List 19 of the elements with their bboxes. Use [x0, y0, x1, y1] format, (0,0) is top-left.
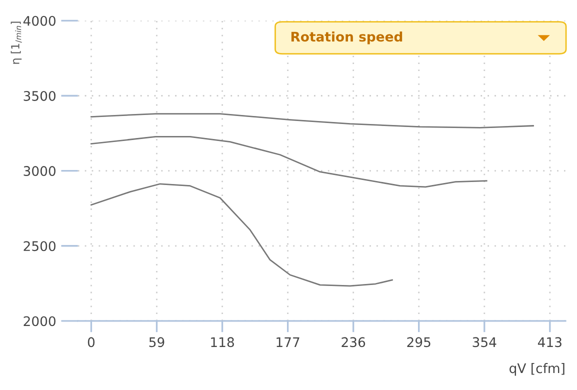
x-tick-label: 295: [407, 337, 430, 348]
y-axis-title: η [1$_{/min}$]: [10, 22, 22, 64]
x-tick-label: 59: [149, 337, 164, 348]
annotation: Rotation speed: [291, 31, 402, 44]
y-tick-label: 3000: [24, 166, 56, 176]
x-tick-label: 236: [342, 337, 366, 348]
x-axis-title: qV [cfm]: [510, 363, 564, 376]
line-series: [90, 113, 534, 128]
x-tick-label: 177: [276, 337, 300, 347]
y-tick-label: 4000: [23, 16, 56, 26]
y-tick-label: 2500: [24, 241, 56, 252]
y-tick-label: 2000: [24, 316, 56, 326]
x-tick-label: 354: [472, 337, 496, 348]
line-series: [90, 136, 488, 188]
x-tick-label: 413: [538, 337, 562, 348]
x-tick-label: 0: [88, 337, 95, 348]
line-series: [90, 183, 393, 287]
y-tick-label: 3500: [24, 90, 56, 101]
x-tick-label: 118: [211, 337, 234, 348]
